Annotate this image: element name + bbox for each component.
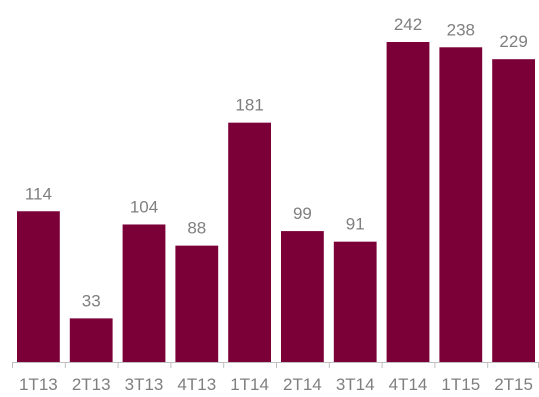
value-label-3t13: 104	[130, 197, 158, 216]
bar-1t15	[439, 47, 483, 363]
x-tick-label-2t15: 2T15	[494, 375, 533, 394]
x-tick-label-1t13: 1T13	[19, 375, 58, 394]
value-label-1t14: 181	[235, 96, 263, 115]
bar-1t13	[17, 211, 60, 362]
bar-2t13	[69, 318, 113, 362]
value-label-2t14: 99	[293, 204, 312, 223]
bar-4t14	[386, 42, 430, 362]
value-labels-group: 114 33 104 88 181 99 91 242 238 229	[25, 15, 528, 310]
x-tick-label-3t13: 3T13	[125, 375, 164, 394]
x-tick-label-4t13: 4T13	[177, 375, 216, 394]
x-axis	[12, 362, 539, 368]
bar-3t13	[122, 224, 166, 362]
x-tick-label-2t14: 2T14	[283, 375, 322, 394]
value-label-1t15: 238	[447, 20, 475, 39]
bar-1t14	[228, 122, 271, 362]
value-label-2t13: 33	[82, 291, 101, 310]
x-tick-label-1t15: 1T15	[441, 375, 480, 394]
value-label-1t13: 114	[25, 184, 52, 203]
bar-2t14	[281, 231, 324, 362]
bars-group	[17, 42, 535, 363]
value-label-4t13: 88	[187, 219, 206, 238]
value-label-3t14: 91	[346, 215, 365, 234]
value-label-2t15: 229	[499, 32, 527, 51]
x-tick-labels-group: 1T13 2T13 3T13 4T13 1T14 2T14 3T14 4T14 1T15 2T15	[19, 375, 533, 394]
value-label-4t14: 242	[394, 15, 422, 34]
bar-2t15	[492, 59, 535, 362]
x-tick-label-1t14: 1T14	[230, 375, 269, 394]
bar-4t13	[175, 245, 219, 362]
x-tick-label-2t13: 2T13	[72, 375, 111, 394]
bar-3t14	[333, 241, 377, 362]
x-tick-label-3t14: 3T14	[336, 375, 375, 394]
x-tick-label-4t14: 4T14	[389, 375, 428, 394]
